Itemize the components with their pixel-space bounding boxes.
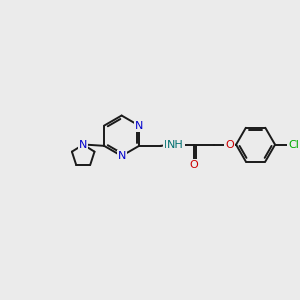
Text: O: O bbox=[225, 140, 234, 150]
Text: N: N bbox=[79, 140, 87, 150]
Text: NH: NH bbox=[167, 140, 184, 150]
Text: Cl: Cl bbox=[288, 140, 299, 150]
Text: N: N bbox=[135, 121, 143, 130]
Text: N: N bbox=[117, 151, 126, 161]
Text: O: O bbox=[189, 160, 198, 170]
Text: H: H bbox=[172, 140, 179, 149]
Text: N: N bbox=[164, 140, 172, 150]
